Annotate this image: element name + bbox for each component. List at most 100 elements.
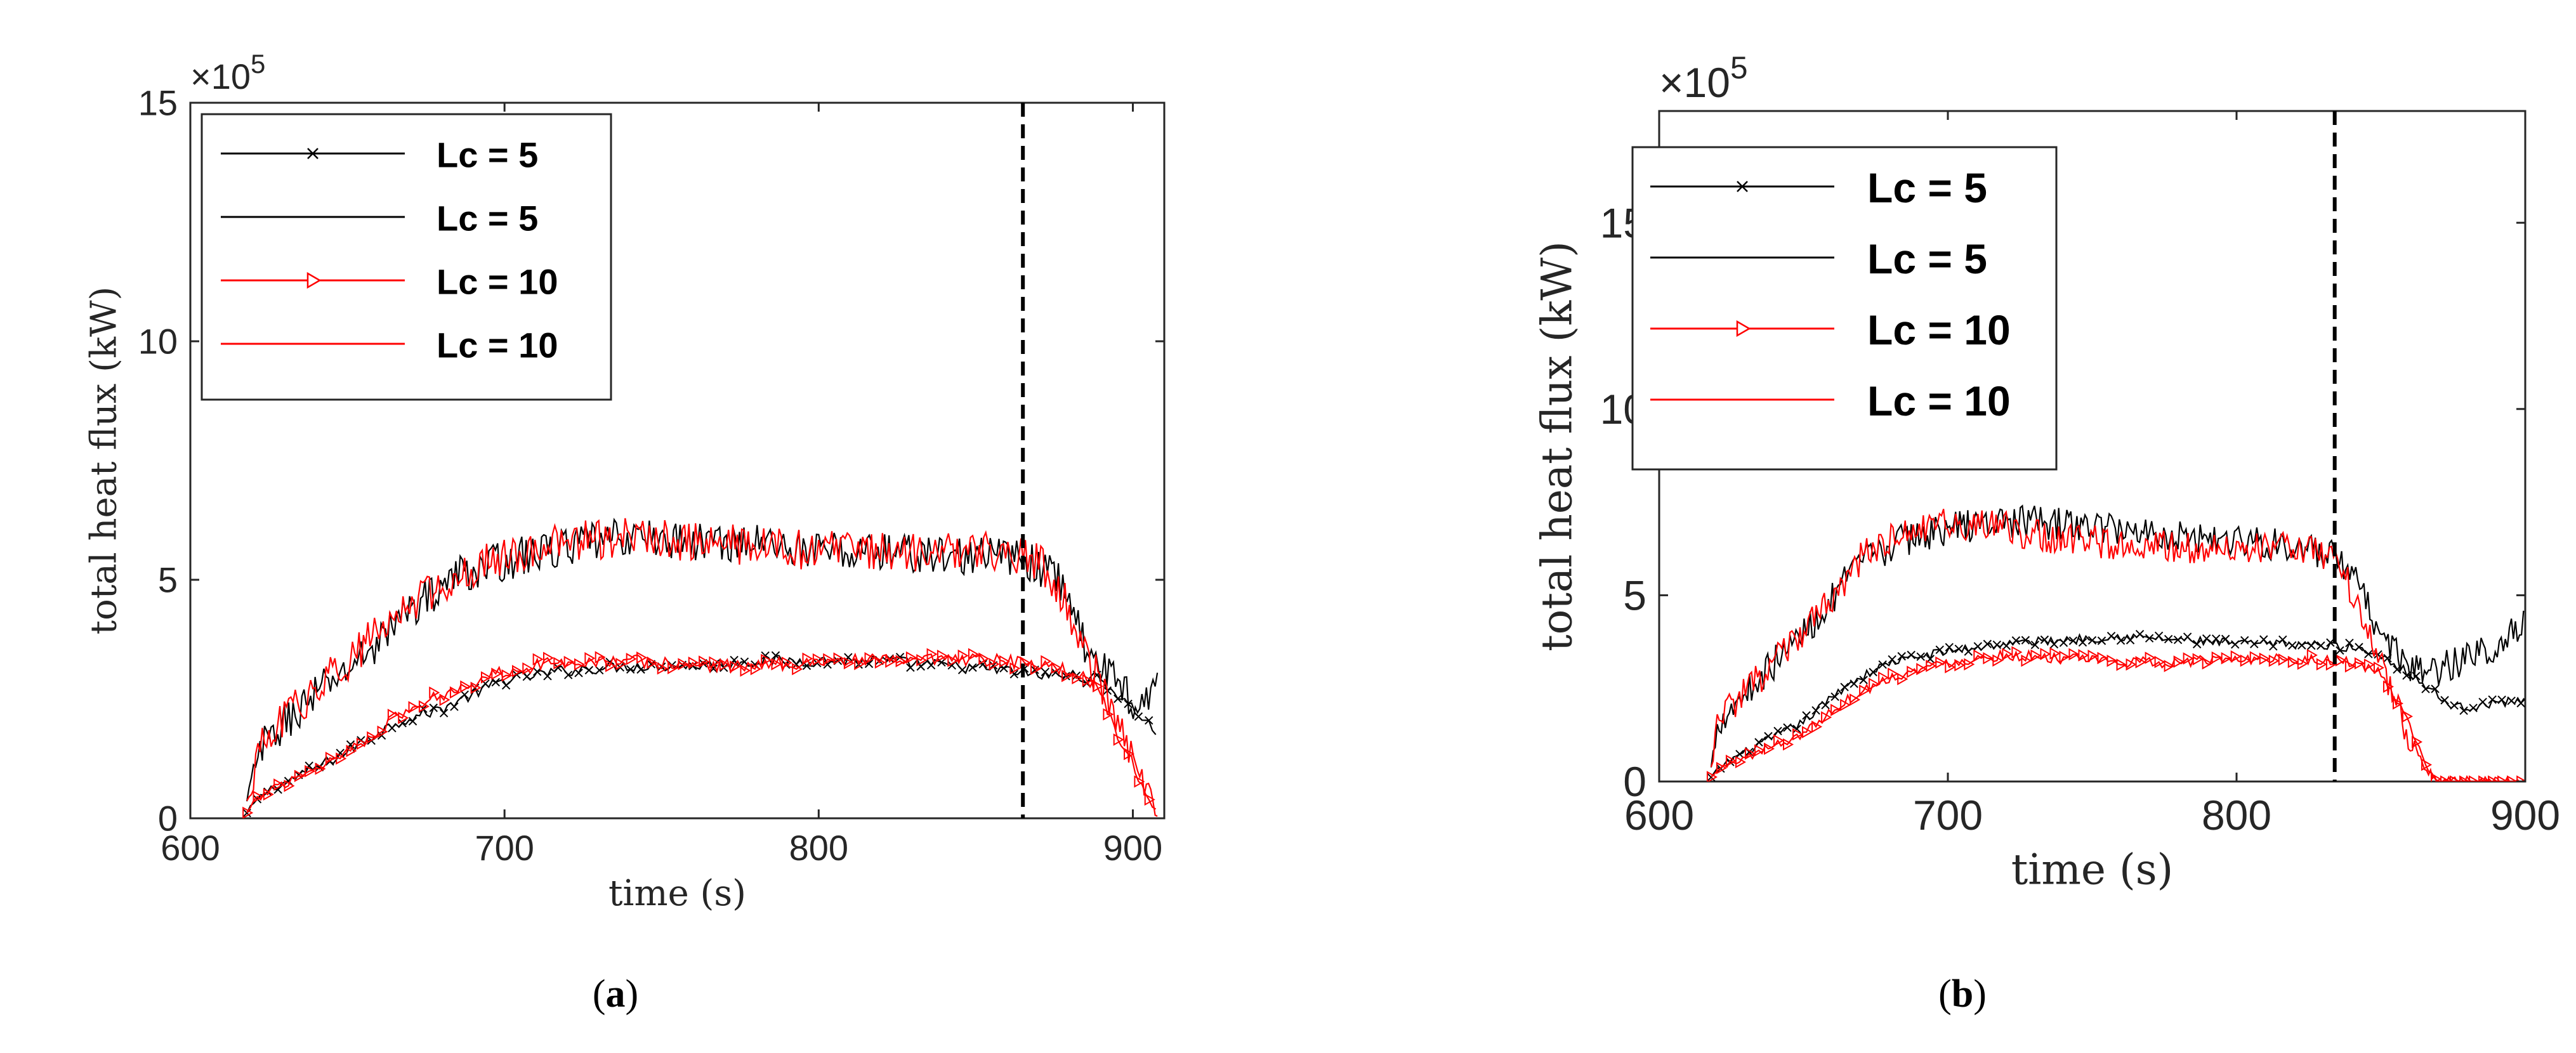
data-point	[418, 700, 430, 713]
data-point	[2040, 648, 2051, 660]
data-point	[947, 655, 959, 667]
series-line-2	[1710, 504, 2525, 768]
data-point	[563, 655, 575, 669]
data-point	[1802, 726, 1813, 738]
data-point	[543, 672, 552, 681]
data-point	[936, 650, 948, 662]
data-point	[678, 658, 689, 670]
data-point	[1916, 652, 1925, 661]
data-point	[1897, 651, 1906, 661]
data-point	[2259, 652, 2270, 665]
legend-label-1: Lc = 5	[1867, 164, 1987, 211]
data-point	[2145, 651, 2156, 664]
y-tick-label: 5	[158, 560, 178, 600]
data-point	[2316, 641, 2325, 650]
data-point	[1754, 738, 1763, 747]
data-point	[895, 655, 907, 667]
data-point	[325, 752, 336, 764]
caption-b: (b)	[1938, 972, 1987, 1016]
data-point	[833, 652, 844, 665]
y-tick-label: 0	[1623, 758, 1646, 805]
data-point	[2469, 703, 2478, 712]
data-point	[926, 648, 938, 661]
data-point	[1041, 667, 1050, 676]
legend-label-3: Lc = 10	[1867, 306, 2011, 353]
data-point	[626, 665, 635, 674]
data-point	[864, 659, 874, 669]
data-point	[2059, 650, 2070, 664]
data-point	[1145, 716, 1153, 725]
data-point	[978, 660, 987, 669]
data-point	[2345, 638, 2354, 648]
data-point	[2154, 631, 2164, 640]
data-point	[1878, 660, 1887, 669]
data-point	[1897, 672, 1909, 686]
data-point	[2221, 634, 2230, 644]
data-point	[449, 686, 461, 699]
x-tick-label: 700	[1913, 792, 1983, 839]
data-point	[1935, 645, 1944, 655]
data-point	[2431, 684, 2440, 693]
data-point	[1869, 677, 1880, 690]
data-point	[978, 652, 990, 665]
data-point	[1706, 771, 1718, 782]
data-point	[2488, 695, 2497, 704]
data-point	[2412, 735, 2423, 749]
data-point	[2021, 654, 2032, 667]
data-point	[2431, 773, 2442, 782]
data-point	[968, 663, 977, 672]
data-point	[263, 788, 274, 801]
data-point	[1869, 667, 1877, 677]
data-point	[719, 658, 730, 671]
data-point	[398, 712, 409, 724]
data-point	[1907, 665, 1918, 678]
y-axis-multiplier: ×105	[190, 49, 265, 96]
data-point	[429, 686, 440, 699]
data-point	[2373, 661, 2384, 674]
data-point	[1773, 734, 1785, 747]
data-point	[2192, 639, 2202, 649]
data-point	[2364, 650, 2373, 658]
data-point	[429, 703, 438, 712]
data-point	[388, 724, 397, 733]
data-point	[346, 745, 357, 757]
data-point	[2030, 649, 2042, 662]
data-point	[1954, 658, 1966, 672]
plot-area	[1706, 504, 2525, 782]
data-point	[2087, 650, 2099, 662]
x-tick-label: 700	[475, 828, 534, 868]
data-point	[1821, 700, 1830, 710]
data-point	[1859, 676, 1868, 684]
data-point	[2106, 631, 2116, 641]
data-point	[450, 702, 459, 711]
data-point	[305, 761, 313, 770]
data-point	[305, 764, 316, 778]
data-point	[1992, 640, 2002, 650]
data-point	[1051, 661, 1062, 674]
data-point	[1009, 662, 1021, 675]
data-point	[1792, 724, 1801, 733]
data-point	[460, 680, 471, 693]
data-point	[2173, 636, 2183, 644]
data-point	[1907, 650, 1916, 660]
data-point	[1763, 742, 1775, 755]
data-point	[615, 658, 627, 670]
x-tick-label: 800	[789, 828, 848, 868]
data-point	[792, 663, 803, 676]
data-point	[1888, 655, 1896, 664]
data-point	[2459, 775, 2471, 782]
data-point	[1144, 793, 1155, 806]
data-point	[761, 653, 772, 667]
data-point	[2288, 641, 2297, 650]
data-point	[1859, 684, 1870, 697]
data-point	[1134, 775, 1145, 788]
data-point	[1716, 761, 1727, 775]
y-axis-label: total heat flux (kW)	[83, 287, 124, 635]
data-point	[1830, 703, 1842, 716]
data-point	[1954, 644, 1963, 653]
data-point	[595, 651, 606, 664]
data-point	[511, 665, 523, 677]
data-point	[1725, 754, 1737, 768]
caption-a: (a)	[592, 972, 639, 1016]
data-point	[823, 653, 834, 666]
